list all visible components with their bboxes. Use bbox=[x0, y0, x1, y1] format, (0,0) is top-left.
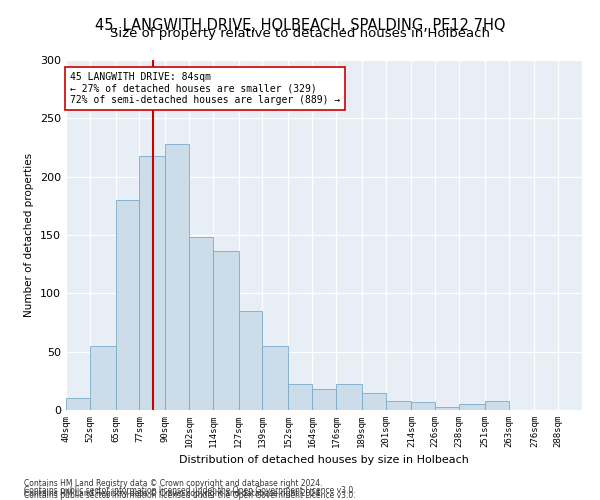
Text: Contains HM Land Registry data © Crown copyright and database right 2024.: Contains HM Land Registry data © Crown c… bbox=[24, 478, 323, 488]
Bar bbox=[412, 402, 435, 410]
Bar bbox=[239, 311, 262, 410]
Bar bbox=[90, 346, 116, 410]
Bar bbox=[459, 404, 485, 410]
Y-axis label: Number of detached properties: Number of detached properties bbox=[25, 153, 34, 317]
Text: 45, LANGWITH DRIVE, HOLBEACH, SPALDING, PE12 7HQ: 45, LANGWITH DRIVE, HOLBEACH, SPALDING, … bbox=[95, 18, 505, 32]
Bar bbox=[485, 400, 509, 410]
Bar bbox=[288, 384, 312, 410]
Text: Contains HM Land Registry data © Crown copyright and database right 2024.: Contains HM Land Registry data © Crown c… bbox=[24, 488, 323, 498]
Bar bbox=[336, 384, 362, 410]
Bar bbox=[262, 346, 288, 410]
Bar bbox=[435, 406, 459, 410]
Text: Contains public sector information licensed under the Open Government Licence v3: Contains public sector information licen… bbox=[24, 491, 356, 500]
Text: 45 LANGWITH DRIVE: 84sqm
← 27% of detached houses are smaller (329)
72% of semi-: 45 LANGWITH DRIVE: 84sqm ← 27% of detach… bbox=[70, 72, 340, 105]
Bar bbox=[312, 389, 336, 410]
Bar bbox=[213, 252, 239, 410]
Bar bbox=[386, 400, 412, 410]
Bar bbox=[362, 392, 386, 410]
Text: Contains public sector information licensed under the Open Government Licence v3: Contains public sector information licen… bbox=[24, 486, 356, 495]
Bar bbox=[139, 156, 165, 410]
Bar bbox=[189, 238, 213, 410]
X-axis label: Distribution of detached houses by size in Holbeach: Distribution of detached houses by size … bbox=[179, 456, 469, 466]
Text: Size of property relative to detached houses in Holbeach: Size of property relative to detached ho… bbox=[110, 28, 490, 40]
Bar bbox=[66, 398, 90, 410]
Bar bbox=[116, 200, 139, 410]
Bar bbox=[165, 144, 189, 410]
